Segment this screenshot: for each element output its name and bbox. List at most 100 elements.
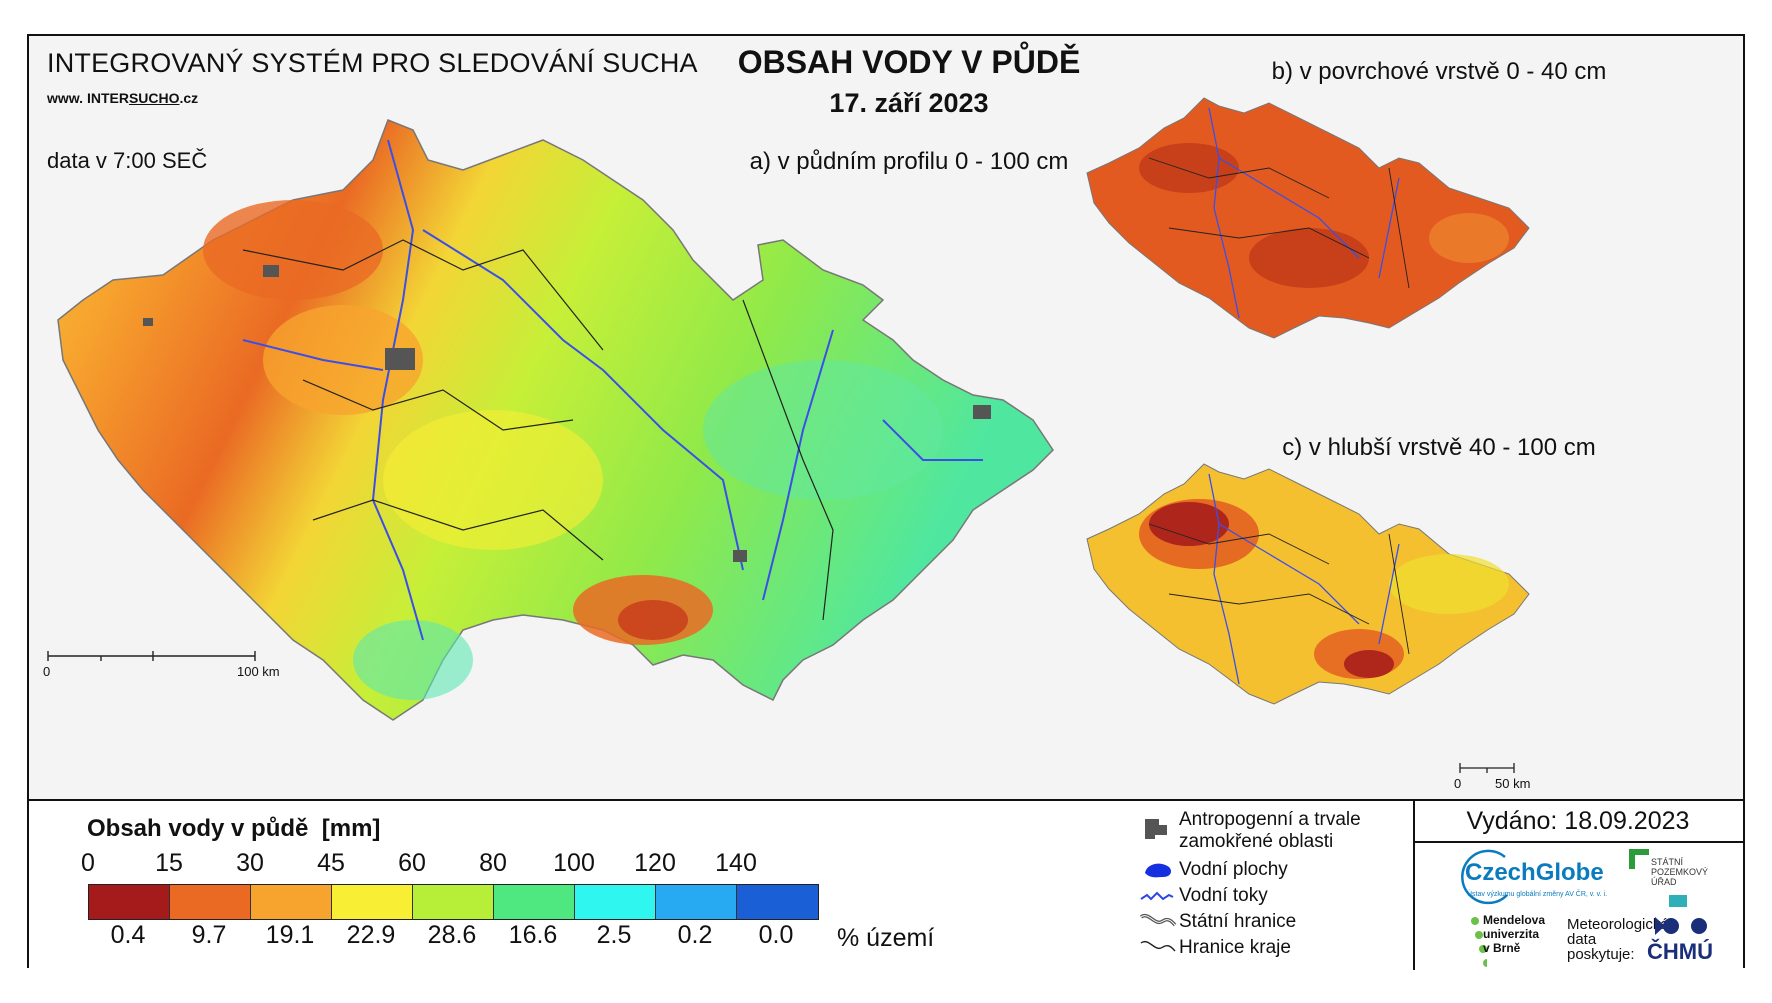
legend-class-1: [89, 885, 170, 919]
region-borders-b: [1148, 157, 1410, 289]
region-borders-c: [1148, 523, 1410, 655]
scale-bar-main: [47, 648, 257, 662]
map-frame: INTEGROVANÝ SYSTÉM PRO SLEDOVÁNÍ SUCHA w…: [27, 34, 1745, 970]
spu-logo-icon: [1629, 849, 1649, 869]
map-area: INTEGROVANÝ SYSTÉM PRO SLEDOVÁNÍ SUCHA w…: [29, 36, 1743, 798]
scale-small-start: 0: [1454, 776, 1462, 791]
page-title: OBSAH VODY V PŮDĚ: [737, 44, 1081, 80]
mendel-line-2: univerzita: [1483, 927, 1540, 941]
pct-class-7: 2.5: [596, 921, 632, 949]
state-border-icon: [1139, 913, 1177, 927]
symbol-region-border: Hranice kraje: [1179, 937, 1291, 958]
threshold-80: 80: [479, 849, 507, 877]
meteo-line-1: Meteorologická: [1567, 916, 1669, 933]
legend-class-9: [737, 885, 818, 919]
pct-class-5: 28.6: [427, 921, 477, 949]
spu-line-1: STÁTNÍ: [1651, 857, 1684, 867]
legend-class-7: [575, 885, 656, 919]
czechglobe-subtitle: Ústav výzkumu globální změny AV ČR, v. v…: [1467, 891, 1608, 898]
chmu-logo: ČHMÚ: [1647, 939, 1713, 964]
rivers-b: [1208, 107, 1400, 319]
symbol-state-border: Státní hranice: [1179, 911, 1297, 932]
region-borders-a: [242, 239, 834, 621]
symbol-anthropogenic-2: zamokřené oblasti: [1179, 831, 1334, 852]
river-icon: [1140, 891, 1174, 901]
rivers-a: [242, 139, 983, 641]
map-b-label: b) v povrchové vrstvě 0 - 40 cm: [1271, 58, 1607, 85]
legend-class-3: [251, 885, 332, 919]
meteo-line-3: poskytuje:: [1567, 946, 1635, 963]
pct-class-2: 9.7: [191, 921, 227, 949]
meteo-data-note: Meteorologická data poskytuje:: [1567, 917, 1669, 962]
rivers-c: [1208, 473, 1400, 685]
threshold-100: 100: [553, 849, 595, 877]
legend-class-6: [494, 885, 575, 919]
mendel-logo-dots-icon: [1471, 917, 1487, 967]
logos-panel: CzechGlobe Ústav výzkumu globální změny …: [1413, 843, 1745, 970]
czechglobe-logo: CzechGlobe: [1465, 859, 1604, 886]
legend-class-8: [656, 885, 737, 919]
website-prefix: www.: [47, 90, 84, 106]
spu-logo: STÁTNÍ POZEMKOVÝ ÚŘAD: [1651, 857, 1708, 887]
mendel-line-3: v Brně: [1483, 941, 1521, 955]
issued-date: Vydáno: 18.09.2023: [1466, 807, 1690, 835]
scale-main-start: 0: [43, 664, 51, 679]
data-time: data v 7:00 SEČ: [47, 148, 208, 173]
moist-zones-b: [1429, 213, 1509, 263]
website-brand: SUCHO: [128, 90, 180, 106]
legend-color-bar: [88, 884, 819, 920]
system-title: INTEGROVANÝ SYSTÉM PRO SLEDOVÁNÍ SUCHA: [47, 48, 698, 78]
legend-title-text: Obsah vody v půdě: [87, 815, 309, 842]
scale-main-end: 100 km: [237, 664, 280, 679]
pct-class-9: 0.0: [758, 921, 794, 949]
threshold-15: 15: [155, 849, 183, 877]
map-c-label: c) v hlubší vrstvě 40 - 100 cm: [1282, 434, 1596, 461]
legend-title: Obsah vody v půdě [mm]: [87, 815, 380, 843]
map-c: [1086, 463, 1530, 705]
pct-class-1: 0.4: [110, 921, 146, 949]
percent-unit: % území: [837, 924, 935, 952]
legend-unit: [mm]: [321, 815, 381, 842]
legend-thresholds: 0 15 30 45 60 80 100 120 140: [29, 849, 829, 879]
pct-class-8: 0.2: [677, 921, 713, 949]
website-link[interactable]: www. INTERSUCHO.cz: [47, 90, 198, 106]
issued-box: [1413, 801, 1745, 843]
anthropogenic-area-icon: [1145, 819, 1167, 839]
urban-areas-a: [143, 265, 991, 562]
spu-line-2: POZEMKOVÝ: [1651, 867, 1709, 877]
threshold-60: 60: [398, 849, 426, 877]
dry-zones-a: [203, 200, 943, 700]
region-border-icon: [1140, 940, 1176, 952]
chmu-logo-icon: [1655, 917, 1707, 935]
website-tld: .cz: [179, 90, 199, 106]
meteo-line-2: data: [1567, 931, 1597, 948]
czechglobe-logo-icon: [1461, 849, 1508, 905]
threshold-120: 120: [634, 849, 676, 877]
map-a-label: a) v půdním profilu 0 - 100 cm: [749, 148, 1069, 175]
symbol-anthropogenic-1: Antropogenní a trvale: [1179, 809, 1361, 830]
map-date: 17. září 2023: [829, 88, 989, 118]
map-b: [1086, 97, 1530, 339]
dry-zones-c: [1139, 499, 1509, 679]
threshold-140: 140: [715, 849, 757, 877]
scale-bar-small: [1459, 760, 1519, 774]
mendel-line-1: Mendelova: [1483, 913, 1546, 927]
legend-class-4: [332, 885, 413, 919]
threshold-0: 0: [81, 849, 95, 877]
website-main: INTER: [86, 90, 129, 106]
threshold-30: 30: [236, 849, 264, 877]
symbol-water-bodies: Vodní plochy: [1179, 859, 1288, 880]
pct-class-3: 19.1: [265, 921, 315, 949]
legend-class-2: [170, 885, 251, 919]
threshold-45: 45: [317, 849, 345, 877]
spu-accent-icon: [1669, 895, 1687, 907]
legend-percentages: 0.4 9.7 19.1 22.9 28.6 16.6 2.5 0.2 0.0: [29, 921, 929, 951]
pct-class-6: 16.6: [508, 921, 558, 949]
pct-class-4: 22.9: [346, 921, 396, 949]
map-a: [57, 119, 1054, 721]
legend-class-5: [413, 885, 494, 919]
water-body-icon: [1145, 863, 1171, 878]
legend-panel: Obsah vody v půdě [mm] 0 15 30 45 60 80 …: [29, 799, 1745, 970]
mendel-logo: Mendelova univerzita v Brně: [1483, 913, 1545, 955]
scale-small-end: 50 km: [1495, 776, 1531, 791]
